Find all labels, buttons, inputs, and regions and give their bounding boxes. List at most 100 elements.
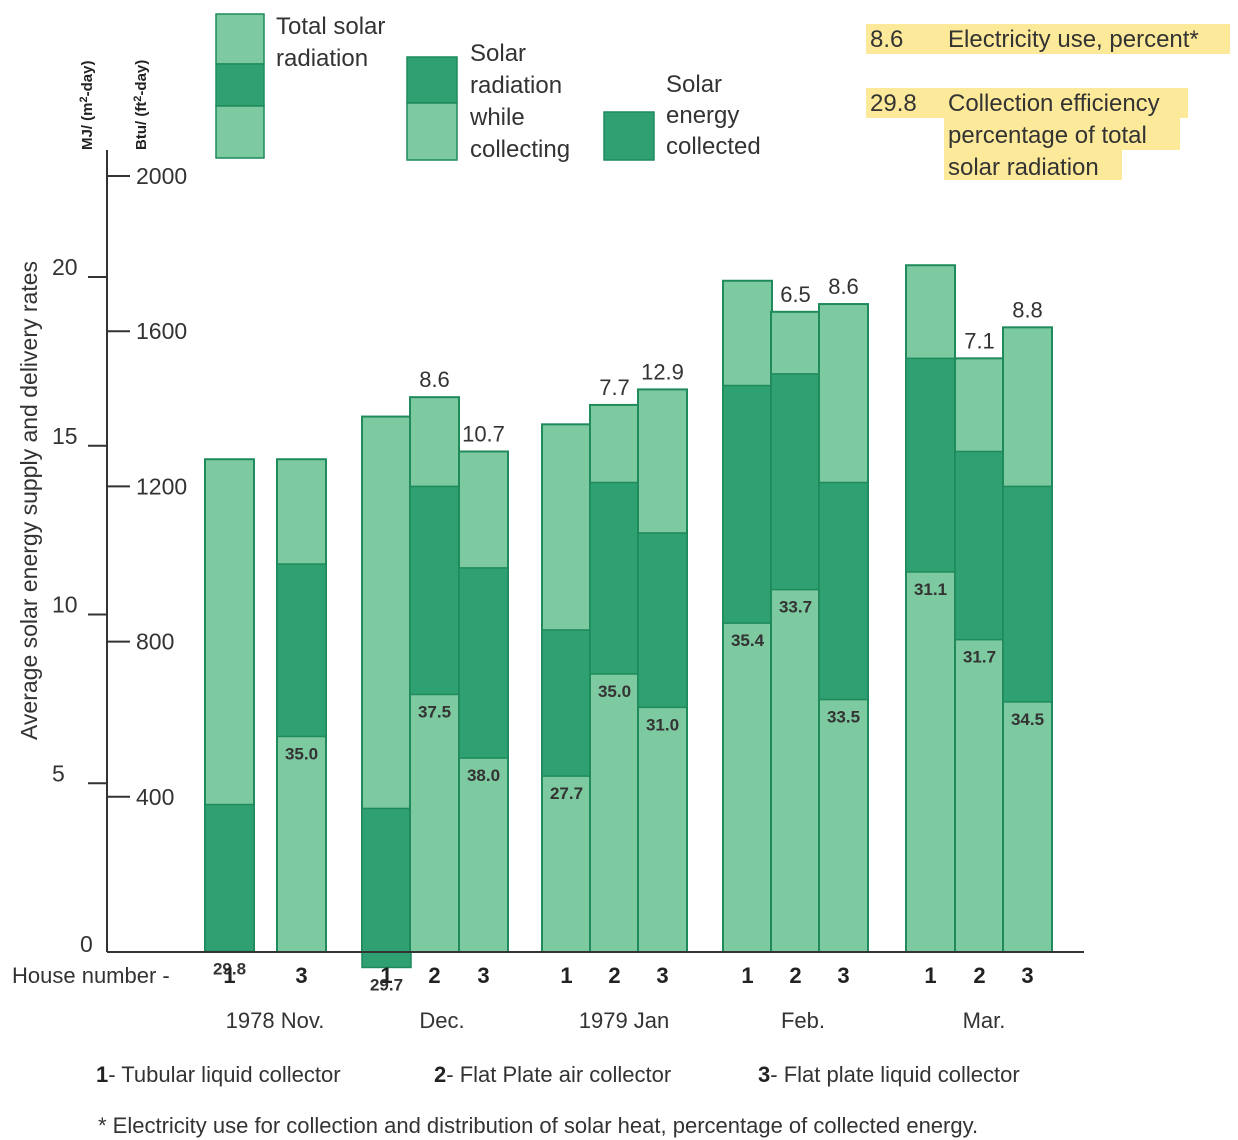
bar-collecting-segment (458, 567, 509, 759)
legend-total-label: radiation (276, 45, 368, 72)
legend-collected-swatch (603, 111, 655, 161)
month-label: Feb. (781, 1008, 825, 1033)
month-label: 1978 Nov. (226, 1008, 325, 1033)
legend-total-swatch-top (215, 13, 265, 65)
y-tick-label-btu: 1600 (136, 318, 187, 344)
key-electricity-value: 8.6 (870, 26, 903, 53)
bar-collecting-segment (818, 481, 869, 701)
bar-collecting-segment (589, 481, 640, 675)
y-tick-label-mj: 5 (52, 760, 65, 786)
house-key-item: 3- Flat plate liquid collector (758, 1062, 1020, 1087)
bar-electricity-label: 10.7 (462, 421, 505, 446)
bar-efficiency-label: 34.5 (1011, 710, 1044, 729)
legend: Total solar radiation Solar radiation while c… (215, 13, 761, 163)
house-number-tick: 1 (223, 963, 235, 988)
house-number-tick: 1 (560, 963, 572, 988)
house-number-label: House number - (12, 963, 170, 988)
y-tick-label-mj: 20 (52, 254, 78, 280)
y-tick-label-mj: 10 (52, 592, 78, 618)
bar-electricity-label: 7.7 (599, 375, 630, 400)
key-efficiency-value: 29.8 (870, 90, 917, 117)
bar-collecting-segment (361, 807, 412, 969)
house-number-tick: 3 (837, 963, 849, 988)
house-number-tick: 2 (789, 963, 801, 988)
month-label: Dec. (419, 1008, 464, 1033)
bar-collecting-segment (541, 629, 592, 777)
bar-efficiency-label: 31.1 (914, 580, 947, 599)
legend-collected-label: energy (666, 102, 739, 129)
bar-electricity-label: 8.6 (828, 274, 859, 299)
bar-efficiency-label: 38.0 (467, 766, 500, 785)
legend-total-swatch-bottom (215, 105, 265, 159)
house-number-tick: 1 (380, 963, 392, 988)
house-number-tick: 2 (973, 963, 985, 988)
key-efficiency-text: solar radiation (948, 154, 1099, 181)
bar-efficiency-label: 35.0 (598, 682, 631, 701)
house-key-item: 1- Tubular liquid collector (96, 1062, 341, 1087)
month-label: Mar. (963, 1008, 1006, 1033)
legend-while-label: Solar (470, 40, 526, 67)
house-number-tick: 1 (924, 963, 936, 988)
bar-efficiency-label: 27.7 (550, 784, 583, 803)
y-tick-label-btu: 1200 (136, 473, 187, 499)
key-electricity-highlight (866, 24, 1230, 54)
bar-collecting-segment (722, 384, 773, 624)
bars: 29.835.029.737.58.638.010.727.735.07.731… (204, 264, 1053, 994)
y-unit-mj: MJ/ (m2-day) (78, 61, 96, 150)
bar-electricity-label: 8.8 (1012, 297, 1043, 322)
y-tick-label-mj: 15 (52, 423, 78, 449)
legend-while-label: while (469, 104, 525, 131)
key-efficiency-text: percentage of total (948, 122, 1147, 149)
bar-electricity-label: 8.6 (419, 367, 450, 392)
bar-efficiency-label: 33.7 (779, 598, 812, 617)
y-tick-label-btu: 800 (136, 629, 174, 655)
bar-collecting-segment (204, 803, 255, 953)
key-efficiency-text: Collection efficiency (948, 90, 1160, 117)
legend-collected-label: collected (666, 133, 761, 160)
house-key-item: 2- Flat Plate air collector (434, 1062, 671, 1087)
key-efficiency-highlight-2 (944, 118, 1180, 150)
bar-efficiency-label: 33.5 (827, 708, 860, 727)
house-number-tick: 2 (428, 963, 440, 988)
y-tick-label-mj: 0 (80, 931, 93, 957)
bar-collecting-segment (954, 450, 1005, 641)
bar-collecting-segment (905, 357, 956, 573)
bar-efficiency-label: 29.8 (213, 959, 246, 978)
y-tick-label-btu: 400 (136, 784, 174, 810)
bar-efficiency-label: 35.0 (285, 744, 318, 763)
label-key: 8.6 Electricity use, percent* 29.8 Collecti… (866, 24, 1230, 181)
legend-while-label: collecting (470, 136, 570, 163)
house-number-tick: 3 (656, 963, 668, 988)
month-label: 1979 Jan (579, 1008, 670, 1033)
key-efficiency-highlight-3 (944, 150, 1122, 180)
bar-efficiency-label: 35.4 (731, 631, 765, 650)
house-number-tick: 2 (608, 963, 620, 988)
key-electricity-text: Electricity use, percent* (948, 26, 1199, 53)
bar-electricity-label: 6.5 (780, 282, 811, 307)
y-axis-title: Average solar energy supply and delivery… (16, 261, 42, 740)
bar-collecting-segment (276, 563, 327, 738)
x-axis: House number - 1 3 1978 Nov. 1 2 3 Dec. 1 2 3 1979 … (12, 951, 1084, 1033)
legend-while-label: radiation (470, 72, 562, 99)
bar-electricity-label: 12.9 (641, 359, 684, 384)
bar-efficiency-label: 29.7 (370, 975, 403, 994)
y-tick-label-btu: 2000 (136, 163, 187, 189)
bar-collecting-segment (409, 485, 460, 696)
legend-while-swatch-top (406, 56, 458, 104)
y-unit-btu: Btu/ (ft2-day) (132, 60, 150, 150)
legend-total-swatch-mid (215, 63, 265, 107)
footer: 1- Tubular liquid collector 2- Flat Plate… (96, 1062, 1020, 1138)
bar-collecting-segment (770, 373, 821, 591)
legend-total-label: Total solar (276, 13, 385, 40)
bar-efficiency-label: 31.0 (646, 715, 679, 734)
bar-collecting-segment (1002, 485, 1053, 703)
bar-efficiency-label: 31.7 (963, 648, 996, 667)
footnote: * Electricity use for collection and dis… (98, 1113, 978, 1138)
bar-electricity-label: 7.1 (964, 328, 995, 353)
y-axis: 0 5 10 15 20 400 800 1200 1600 2000 Average solar … (16, 60, 187, 957)
legend-collected-label: Solar (666, 71, 722, 98)
house-number-tick: 3 (295, 963, 307, 988)
key-efficiency-highlight-1 (866, 88, 1188, 118)
bar-collecting-segment (637, 532, 688, 709)
